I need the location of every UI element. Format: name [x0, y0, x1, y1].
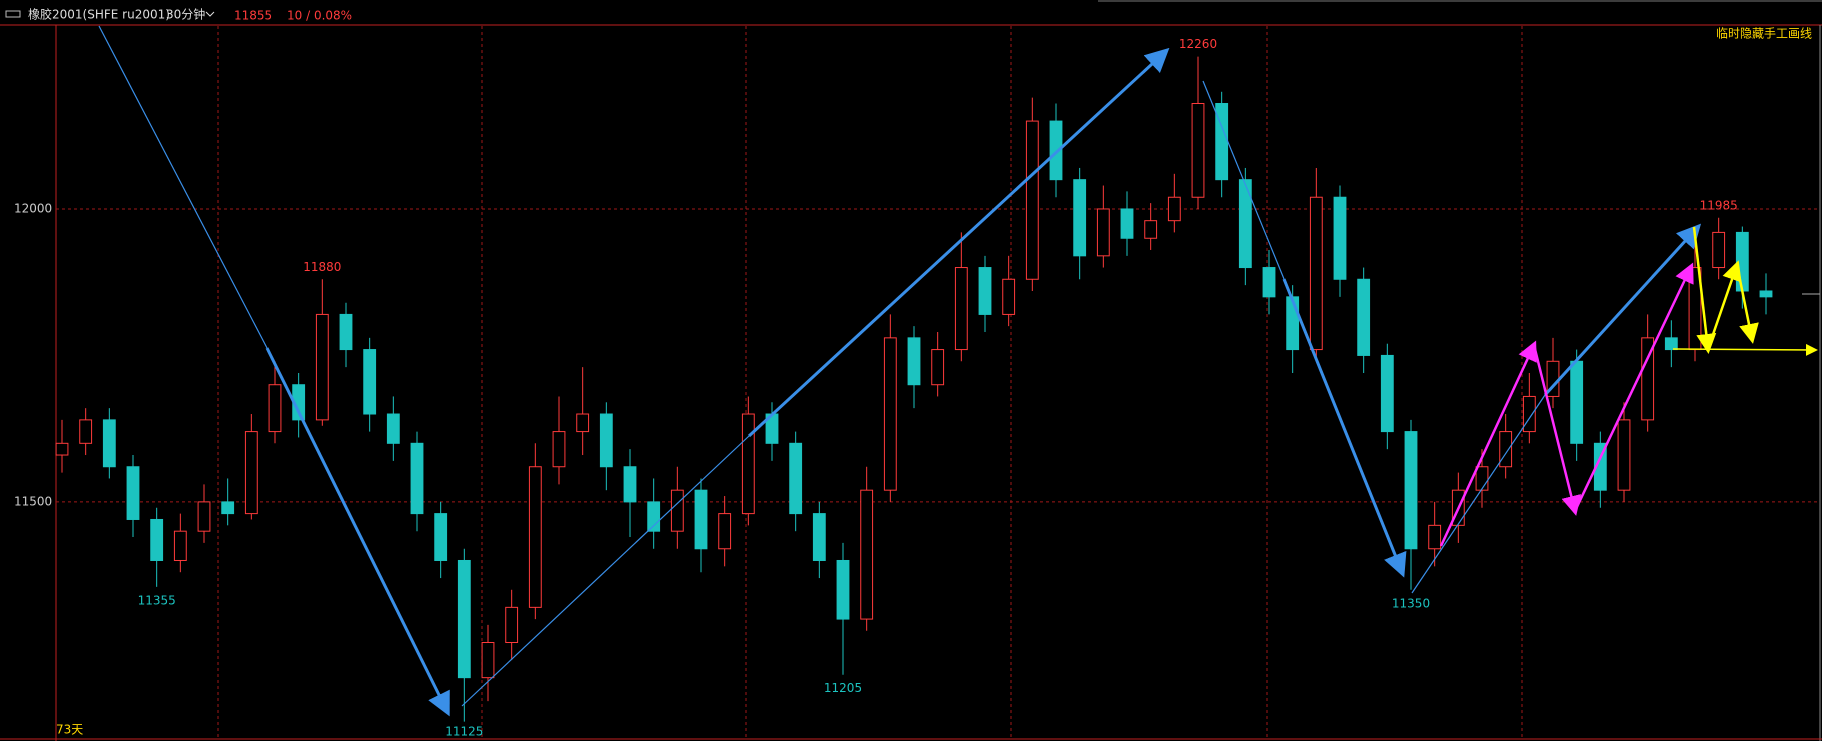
- hide-drawings-button[interactable]: 临时隐藏手工画线: [1716, 27, 1812, 41]
- candle-body: [339, 313, 353, 351]
- change: 10 / 0.08%: [287, 9, 352, 23]
- candle-body: [670, 489, 684, 532]
- candle-body: [1664, 337, 1678, 351]
- y-tick-label: 12000: [14, 201, 52, 215]
- candle-body: [836, 559, 850, 620]
- candle-body: [741, 413, 755, 515]
- candle-body: [1522, 395, 1536, 433]
- candle-body: [221, 501, 235, 515]
- candle-body: [1333, 196, 1347, 280]
- y-tick-label: 11500: [14, 494, 52, 508]
- candle-body: [1712, 231, 1726, 269]
- candle-body: [1475, 466, 1489, 491]
- low-label: 11125: [445, 725, 483, 739]
- candle-body: [102, 419, 116, 468]
- candle-body: [1735, 231, 1749, 292]
- candle-body: [1144, 220, 1158, 239]
- candle-body: [1641, 337, 1655, 421]
- candle-body: [244, 431, 258, 515]
- candle-body: [1191, 103, 1205, 198]
- candle-body: [386, 413, 400, 444]
- candle-body: [505, 606, 519, 644]
- symbol[interactable]: 橡胶2001(SHFE ru2001): [28, 7, 170, 22]
- candle-body: [1262, 267, 1276, 298]
- candle-body: [1404, 431, 1418, 550]
- candle-body: [434, 513, 448, 561]
- candle-body: [552, 431, 566, 468]
- candle-body: [1238, 179, 1252, 269]
- candle-body: [197, 501, 211, 532]
- candle-body: [907, 337, 921, 386]
- candle-body: [457, 559, 471, 679]
- candle-body: [268, 384, 282, 433]
- candle-body: [1617, 419, 1631, 491]
- candle-body: [1593, 442, 1607, 491]
- candle-body: [694, 489, 708, 550]
- candle-body: [718, 513, 732, 550]
- candle-body: [1049, 120, 1063, 181]
- candle-body: [623, 466, 637, 503]
- vertical-separators: [217, 26, 1523, 738]
- candle-body: [1286, 296, 1300, 351]
- candle-body: [1380, 354, 1394, 433]
- candle-body: [1570, 360, 1584, 444]
- high-label: 12260: [1179, 37, 1217, 51]
- candle-body: [1309, 196, 1323, 351]
- candle-body: [860, 489, 874, 620]
- last-price: 11855: [234, 9, 272, 23]
- candle-body: [1499, 431, 1513, 468]
- hand-drawings: [98, 25, 1820, 717]
- candle-body: [883, 337, 897, 491]
- candle-body: [315, 313, 329, 421]
- candle-body: [1428, 524, 1442, 550]
- candle-body: [1357, 278, 1371, 356]
- candle-body: [978, 267, 992, 315]
- high-label: 11880: [303, 260, 341, 274]
- candle-body: [79, 419, 93, 444]
- candle-body: [931, 349, 945, 386]
- days-label: 73天: [56, 723, 83, 737]
- low-label: 11205: [824, 681, 862, 695]
- candle-body: [647, 501, 661, 532]
- candle-body: [599, 413, 613, 468]
- candle-body: [126, 466, 140, 520]
- period-dropdown[interactable]: [205, 11, 215, 17]
- period[interactable]: 30分钟: [166, 7, 205, 22]
- candle-body: [1096, 208, 1110, 257]
- candle-body: [1120, 208, 1134, 239]
- candle-body: [363, 349, 377, 415]
- high-label: 11985: [1700, 198, 1738, 212]
- candle-body: [528, 466, 542, 608]
- candle-body: [954, 267, 968, 351]
- low-label: 11355: [138, 593, 176, 607]
- candle-body: [1025, 120, 1039, 280]
- candle-body: [1073, 179, 1087, 257]
- low-label: 11350: [1392, 596, 1430, 610]
- menu-icon[interactable]: [5, 10, 21, 18]
- candle-body: [55, 442, 69, 456]
- candle-body: [1167, 196, 1181, 222]
- candle-body: [812, 513, 826, 561]
- candle-body: [576, 413, 590, 433]
- candle-body: [150, 518, 164, 561]
- candle-body: [1759, 290, 1773, 298]
- candle-body: [481, 642, 495, 679]
- candle-body: [173, 530, 187, 561]
- candle-body: [789, 442, 803, 515]
- candle-body: [1002, 278, 1016, 315]
- candle-body: [410, 442, 424, 515]
